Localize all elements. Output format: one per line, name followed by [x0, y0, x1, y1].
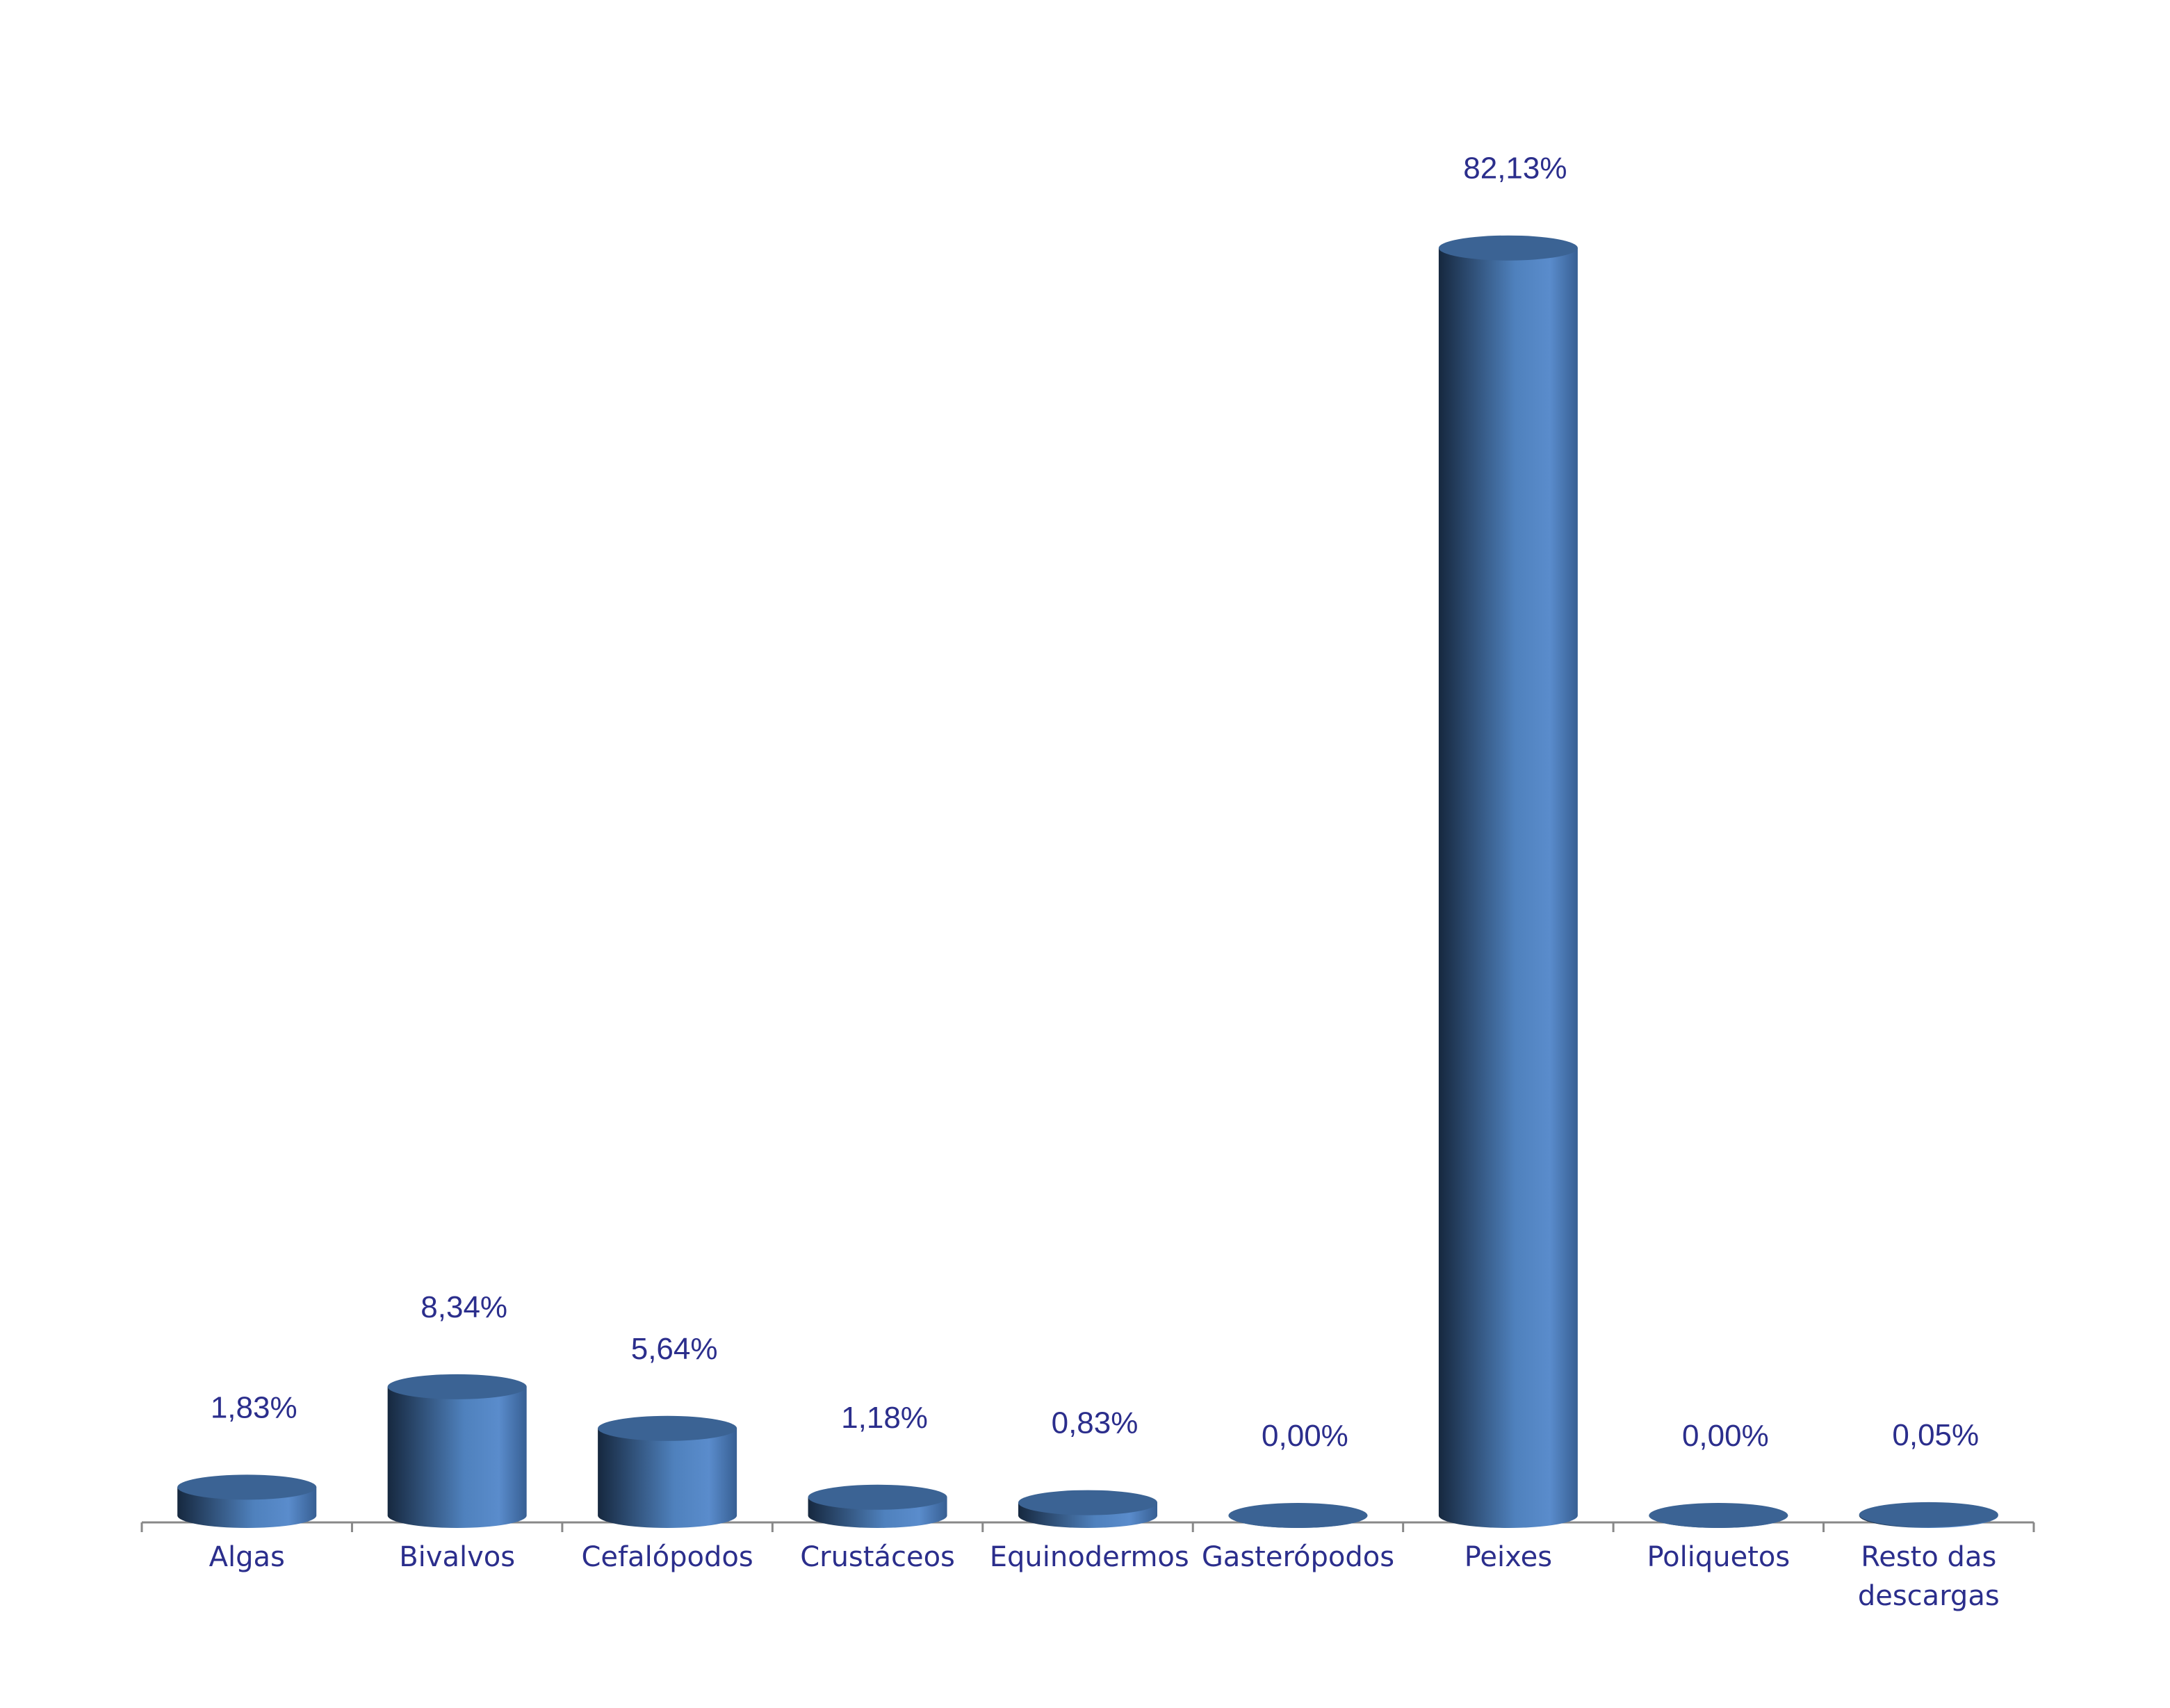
bar-top [1228, 1503, 1368, 1528]
x-tick-label: Cefalópodos [581, 1541, 753, 1573]
value-label: 1,18% [841, 1401, 928, 1435]
x-tick-label: Crustáceos [800, 1541, 955, 1573]
value-label: 0,00% [1262, 1419, 1348, 1453]
x-tick-label: Bivalvos [399, 1541, 516, 1573]
bar-top [1649, 1503, 1788, 1528]
x-tick-label: Algas [209, 1541, 285, 1573]
value-label: 0,05% [1892, 1418, 1979, 1452]
x-tick-label: Poliquetos [1647, 1541, 1790, 1573]
bar [387, 1386, 527, 1528]
bar-top [1018, 1490, 1157, 1515]
x-tick-label: Peixes [1464, 1541, 1553, 1573]
x-tick-label: Equinodermos [989, 1541, 1189, 1573]
value-label: 8,34% [421, 1290, 507, 1324]
value-label: 82,13% [1463, 152, 1567, 186]
value-label: 5,64% [631, 1332, 718, 1366]
x-tick-label: Gasterópodos [1201, 1541, 1395, 1573]
bar [1438, 247, 1578, 1528]
value-label: 1,83% [211, 1390, 297, 1424]
x-tick-label: Resto das descargas [1857, 1541, 2000, 1612]
bar-top [1859, 1502, 1998, 1527]
bar-top [177, 1474, 317, 1500]
value-label: 0,00% [1682, 1419, 1769, 1453]
bar-top [598, 1415, 737, 1441]
bar [598, 1428, 737, 1528]
bar-top [387, 1374, 527, 1399]
bar-top [808, 1484, 947, 1510]
value-label: 0,83% [1052, 1406, 1139, 1440]
bar-top [1438, 235, 1578, 261]
